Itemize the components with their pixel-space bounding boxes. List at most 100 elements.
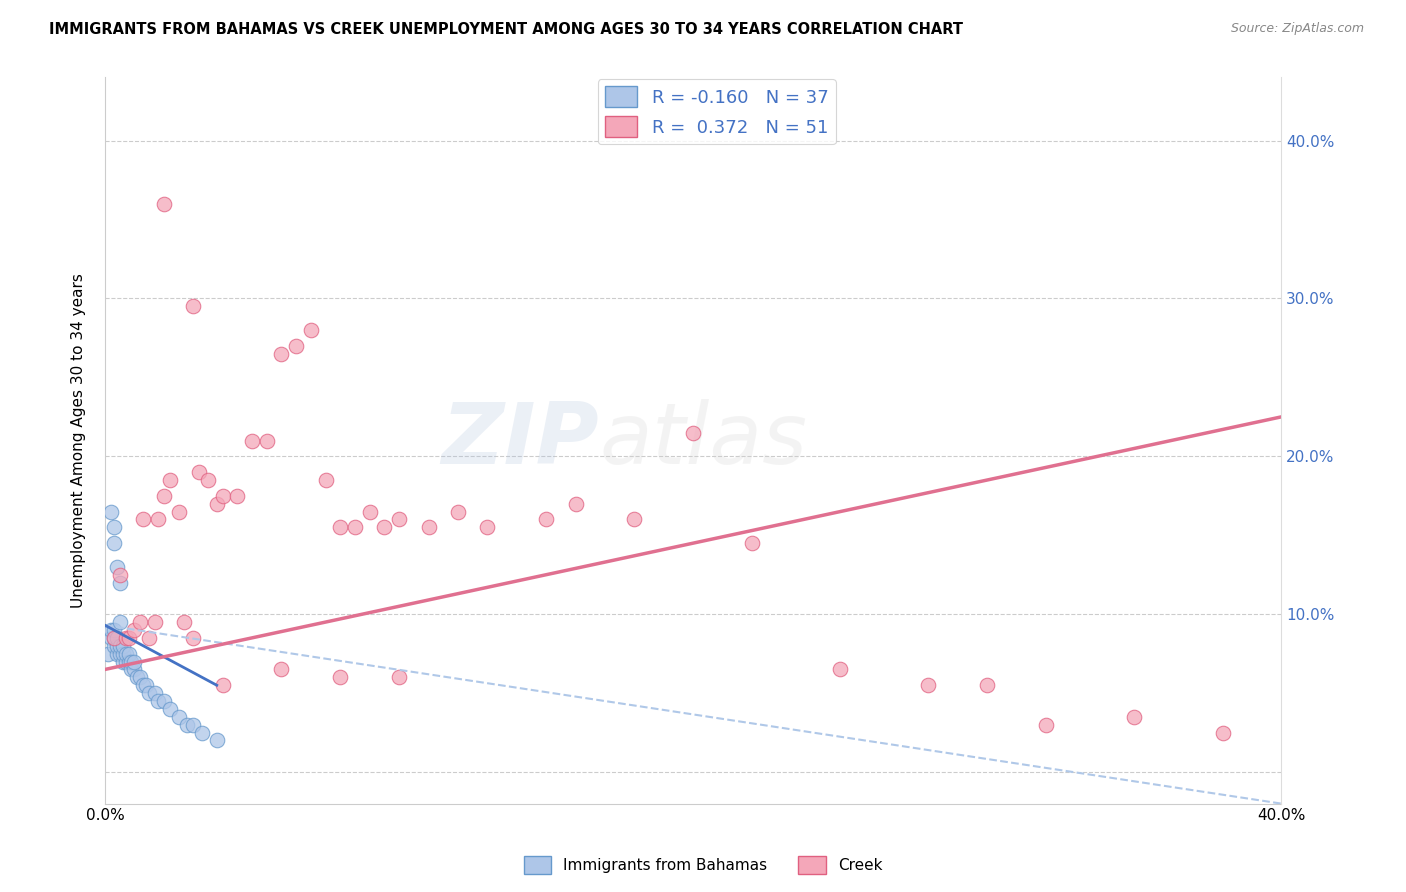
Point <box>108 567 131 582</box>
Point <box>146 512 169 526</box>
Point <box>159 702 181 716</box>
Point <box>111 647 134 661</box>
Point <box>120 662 142 676</box>
Point <box>103 631 125 645</box>
Point <box>105 647 128 661</box>
Point <box>100 505 122 519</box>
Point <box>388 512 411 526</box>
Point <box>153 694 176 708</box>
Point <box>111 655 134 669</box>
Point <box>97 647 120 661</box>
Point <box>138 686 160 700</box>
Point <box>108 647 131 661</box>
Point <box>373 520 395 534</box>
Point <box>329 670 352 684</box>
Point <box>1035 717 1057 731</box>
Point <box>135 678 157 692</box>
Point <box>270 347 292 361</box>
Point <box>211 678 233 692</box>
Point <box>108 615 131 629</box>
Point <box>105 559 128 574</box>
Point <box>138 631 160 645</box>
Legend: R = -0.160   N = 37, R =  0.372   N = 51: R = -0.160 N = 37, R = 0.372 N = 51 <box>598 79 835 145</box>
Point <box>146 694 169 708</box>
Point <box>976 678 998 692</box>
Point <box>285 339 308 353</box>
Point <box>117 655 139 669</box>
Legend: Immigrants from Bahamas, Creek: Immigrants from Bahamas, Creek <box>517 850 889 880</box>
Point <box>159 473 181 487</box>
Point <box>143 686 166 700</box>
Point <box>388 670 411 684</box>
Point <box>173 615 195 629</box>
Point <box>359 505 381 519</box>
Point <box>343 520 366 534</box>
Point <box>153 489 176 503</box>
Point <box>447 505 470 519</box>
Point <box>117 631 139 645</box>
Point <box>205 497 228 511</box>
Point <box>129 670 152 684</box>
Point <box>108 639 131 653</box>
Point <box>477 520 499 534</box>
Point <box>270 662 292 676</box>
Point <box>176 717 198 731</box>
Point <box>103 520 125 534</box>
Point <box>188 465 211 479</box>
Point <box>124 662 146 676</box>
Point <box>240 434 263 448</box>
Point <box>153 196 176 211</box>
Point <box>197 473 219 487</box>
Point <box>167 710 190 724</box>
Point <box>315 473 337 487</box>
Point <box>100 631 122 645</box>
Point <box>623 512 645 526</box>
Point <box>917 678 939 692</box>
Point <box>103 536 125 550</box>
Point <box>124 623 146 637</box>
Point <box>830 662 852 676</box>
Point <box>534 512 557 526</box>
Point <box>124 655 146 669</box>
Point <box>299 323 322 337</box>
Point <box>329 520 352 534</box>
Point <box>103 623 125 637</box>
Point <box>114 647 136 661</box>
Y-axis label: Unemployment Among Ages 30 to 34 years: Unemployment Among Ages 30 to 34 years <box>72 273 86 608</box>
Point <box>211 489 233 503</box>
Point <box>132 512 155 526</box>
Point <box>256 434 278 448</box>
Point <box>105 631 128 645</box>
Point <box>117 647 139 661</box>
Text: atlas: atlas <box>599 399 807 482</box>
Point <box>181 717 204 731</box>
Point <box>167 505 190 519</box>
Text: IMMIGRANTS FROM BAHAMAS VS CREEK UNEMPLOYMENT AMONG AGES 30 TO 34 YEARS CORRELAT: IMMIGRANTS FROM BAHAMAS VS CREEK UNEMPLO… <box>49 22 963 37</box>
Point <box>114 631 136 645</box>
Point <box>418 520 440 534</box>
Point <box>226 489 249 503</box>
Point <box>132 678 155 692</box>
Text: Source: ZipAtlas.com: Source: ZipAtlas.com <box>1230 22 1364 36</box>
Point <box>191 725 214 739</box>
Point <box>143 615 166 629</box>
Point <box>114 655 136 669</box>
Point <box>108 575 131 590</box>
Point <box>564 497 586 511</box>
Point <box>1212 725 1234 739</box>
Point <box>1123 710 1146 724</box>
Point <box>105 639 128 653</box>
Point <box>181 299 204 313</box>
Point <box>127 670 149 684</box>
Point <box>205 733 228 747</box>
Point <box>741 536 763 550</box>
Point <box>103 631 125 645</box>
Point <box>181 631 204 645</box>
Text: ZIP: ZIP <box>441 399 599 482</box>
Point <box>100 623 122 637</box>
Point <box>129 615 152 629</box>
Point <box>103 639 125 653</box>
Point <box>120 655 142 669</box>
Point <box>111 639 134 653</box>
Point <box>682 425 704 440</box>
